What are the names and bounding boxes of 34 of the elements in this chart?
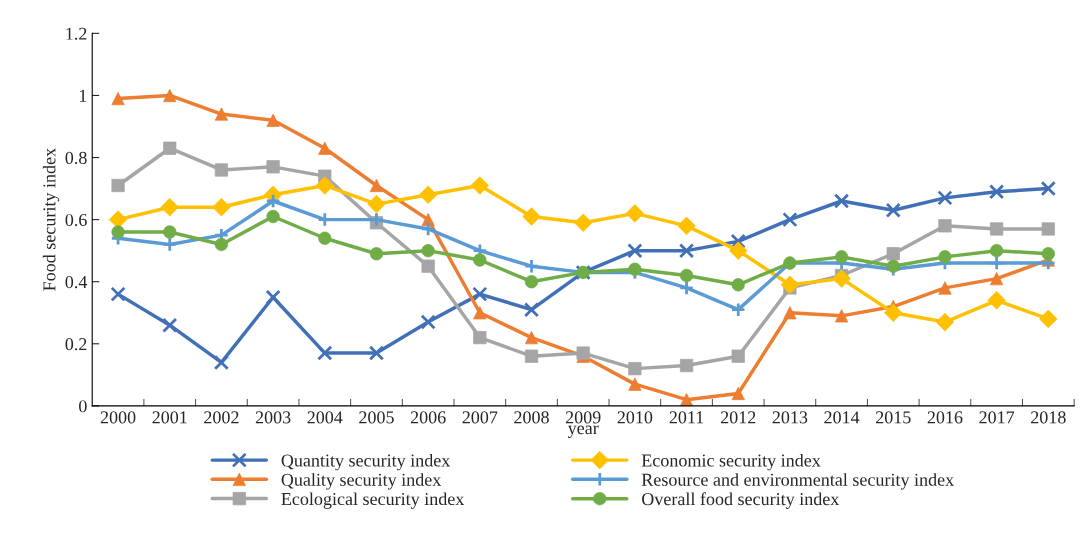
y-tick-label: 0.8 [65, 151, 87, 165]
x-tick-label: 2002 [204, 411, 239, 424]
y-tick-label: 0.2 [65, 338, 87, 351]
legend-label: Quantity security index [281, 453, 451, 471]
x-tick-label: 2010 [617, 411, 653, 424]
x-tick-label: 2003 [255, 411, 291, 424]
x-tick-label: 2018 [1031, 411, 1066, 424]
x-tick-label: 2000 [100, 411, 136, 424]
y-tick-label: 1.2 [66, 27, 87, 40]
x-axis-title: year [567, 425, 599, 438]
y-tick-label: 0.6 [65, 213, 87, 227]
y-tick-label: 0 [79, 400, 87, 413]
x-tick-label: 2006 [410, 411, 446, 424]
x-tick-label: 2004 [307, 411, 343, 424]
y-tick-label: 0.4 [65, 275, 88, 289]
x-tick-label: 2005 [359, 411, 394, 424]
x-tick-label: 2011 [669, 411, 704, 424]
legend-label: Resource and environmental security index [641, 473, 954, 490]
y-axis-title: Food security index [42, 148, 60, 291]
x-tick-label: 2007 [462, 411, 498, 424]
y-tick-label: 1 [79, 89, 87, 102]
x-tick-label: 2012 [720, 411, 756, 424]
legend-label: Ecological security index [281, 492, 465, 509]
x-tick-label: 2008 [514, 411, 549, 424]
legend-label: Economic security index [641, 453, 821, 471]
x-tick-label: 2017 [979, 411, 1015, 424]
x-tick-label: 2009 [565, 411, 601, 424]
x-tick-label: 2013 [772, 411, 808, 424]
legend-label: Overall food security index [642, 492, 840, 509]
legend-label: Quality security index [281, 473, 442, 490]
x-tick-label: 2016 [927, 411, 963, 424]
x-tick-label: 2015 [876, 411, 911, 424]
x-tick-label: 2014 [824, 411, 860, 424]
x-tick-label: 2001 [152, 411, 187, 424]
